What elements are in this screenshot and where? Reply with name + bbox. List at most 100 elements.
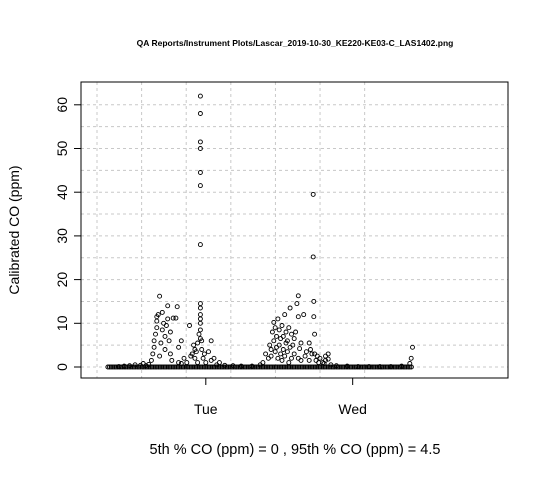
baseline-point-130 (317, 364, 323, 370)
baseline-point-74 (226, 364, 232, 370)
data-point-0-107 (283, 329, 289, 335)
baseline-point-144 (340, 364, 346, 370)
data-point-0-48 (195, 360, 201, 366)
baseline-point-110 (284, 364, 290, 370)
baseline-point-48 (183, 364, 189, 370)
data-point-0-153 (355, 364, 361, 370)
baseline-point-62 (206, 364, 212, 370)
data-point-0-2 (127, 363, 133, 369)
data-point-0-76 (222, 362, 228, 368)
x-tick-label-0: Tue (194, 401, 218, 417)
data-point-0-116 (290, 342, 296, 348)
baseline-point-76 (229, 364, 235, 370)
data-point-0-114 (289, 355, 294, 361)
baseline-point-63 (208, 364, 214, 370)
data-point-0-8 (148, 357, 154, 363)
baseline-point-8 (118, 364, 124, 370)
baseline-point-58 (200, 364, 205, 370)
baseline-point-1 (107, 364, 112, 370)
data-point-0-124 (295, 355, 301, 361)
data-point-0-28 (166, 338, 172, 344)
baseline-point-52 (190, 364, 196, 370)
data-point-0-154 (366, 364, 372, 370)
data-point-0-0 (116, 364, 122, 370)
data-point-0-157 (399, 363, 405, 369)
baseline-point-152 (353, 364, 359, 370)
baseline-point-42 (173, 364, 179, 370)
data-point-0-82 (263, 351, 269, 357)
footer-summary: 5th % CO (ppm) = 0 , 95th % CO (ppm) = 4… (150, 442, 441, 458)
data-point-0-34 (174, 304, 180, 310)
data-point-0-91 (272, 325, 278, 331)
data-point-0-96 (276, 342, 282, 348)
data-point-0-57 (197, 242, 203, 248)
data-point-0-118 (291, 336, 297, 342)
data-point-0-94 (275, 355, 281, 361)
baseline-point-69 (218, 364, 223, 370)
data-point-0-85 (268, 347, 274, 352)
baseline-point-37 (165, 364, 171, 370)
baseline-point-25 (146, 364, 152, 370)
baseline-point-165 (374, 364, 380, 370)
data-point-0-29 (167, 351, 173, 357)
data-point-0-81 (260, 360, 266, 366)
baseline-point-43 (175, 364, 181, 370)
data-point-0-119 (293, 329, 299, 335)
data-point-0-117 (291, 351, 297, 357)
x-tick-label-1: Wed (338, 401, 367, 417)
baseline-point-131 (319, 364, 325, 370)
baseline-point-170 (382, 364, 388, 370)
data-point-0-52 (197, 111, 203, 116)
y-axis-label: Calibrated CO (ppm) (6, 165, 22, 294)
baseline-point-185 (407, 364, 413, 370)
data-point-0-14 (154, 318, 160, 324)
data-point-0-84 (267, 342, 273, 348)
data-point-0-24 (162, 333, 168, 339)
data-point-0-148 (325, 351, 331, 357)
data-point-0-98 (278, 351, 284, 357)
data-point-0-139 (312, 351, 318, 357)
baseline-point-64 (209, 364, 215, 370)
data-point-0-133 (309, 351, 315, 357)
data-point-0-33 (173, 315, 179, 321)
baseline-point-183 (404, 364, 409, 370)
data-point-0-131 (306, 340, 312, 346)
y-tick-label-3: 30 (54, 228, 70, 244)
data-point-0-58 (197, 301, 203, 307)
data-point-0-112 (287, 344, 293, 350)
data-point-0-126 (298, 340, 304, 346)
data-point-0-19 (158, 340, 164, 346)
data-point-0-97 (276, 327, 282, 333)
data-point-0-75 (216, 360, 222, 366)
data-point-0-31 (169, 357, 175, 363)
baseline-point-35 (162, 364, 168, 370)
data-point-0-18 (157, 353, 163, 359)
data-point-0-90 (272, 349, 278, 355)
y-axis: 0 10 20 30 40 50 60 (54, 97, 82, 371)
baseline-point-99 (266, 364, 272, 370)
data-point-0-110 (286, 360, 292, 366)
baseline-point-56 (196, 364, 202, 370)
data-point-0-55 (197, 170, 203, 175)
data-point-0-41 (187, 323, 192, 328)
baseline-point-30 (154, 364, 160, 370)
data-point-0-17 (157, 293, 163, 299)
baseline-point-98 (265, 364, 271, 370)
baseline-point-27 (149, 364, 155, 370)
data-point-0-53 (197, 139, 203, 145)
baseline-point-28 (151, 364, 157, 370)
baseline-point-34 (160, 364, 166, 370)
data-point-0-109 (284, 338, 290, 344)
baseline-point-122 (304, 364, 310, 370)
baseline-point-96 (262, 364, 268, 370)
data-point-0-23 (162, 347, 168, 352)
baseline-point-155 (358, 364, 364, 370)
data-point-0-49 (195, 340, 201, 346)
data-point-0-115 (289, 331, 294, 337)
baseline-point-109 (283, 364, 289, 370)
baseline-point-124 (307, 364, 313, 370)
baseline-point-105 (276, 364, 282, 370)
data-point-0-20 (159, 327, 165, 333)
baseline-point-127 (312, 364, 318, 370)
